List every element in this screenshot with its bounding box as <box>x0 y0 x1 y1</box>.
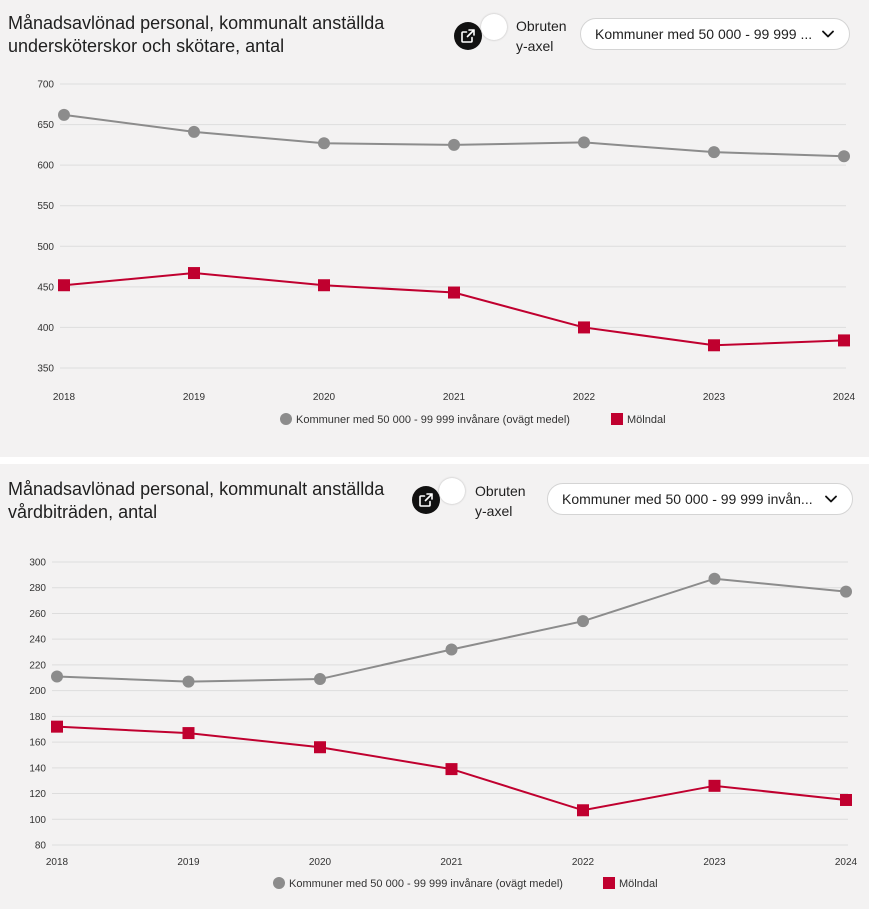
data-point[interactable] <box>838 150 850 163</box>
x-tick-label: 2022 <box>572 857 595 868</box>
data-point[interactable] <box>188 125 200 138</box>
x-tick-label: 2018 <box>46 857 69 868</box>
y-tick-label: 140 <box>29 763 46 774</box>
data-point[interactable] <box>577 615 589 628</box>
data-point[interactable] <box>314 673 326 686</box>
data-point[interactable] <box>314 741 326 754</box>
x-tick-label: 2023 <box>703 857 726 868</box>
open-external-button[interactable] <box>454 22 482 50</box>
data-point[interactable] <box>578 136 590 149</box>
y-tick-label: 120 <box>29 789 46 800</box>
legend-marker[interactable] <box>273 877 285 889</box>
y-tick-label: 450 <box>37 282 54 293</box>
data-point[interactable] <box>708 779 721 792</box>
data-point[interactable] <box>838 334 850 347</box>
chevron-down-icon <box>821 27 835 41</box>
x-tick-label: 2024 <box>835 857 858 868</box>
y-tick-label: 550 <box>37 201 54 212</box>
series-line <box>56 577 847 683</box>
series-line <box>63 272 845 347</box>
y-tick-label: 280 <box>29 583 46 594</box>
legend-label[interactable]: Mölndal <box>619 878 658 890</box>
toggle-label: Obruten y-axel <box>516 18 567 54</box>
line-chart: 80 100 120 140 160 180 200 220 240 260 280 300 2018 2… <box>29 558 858 891</box>
data-point[interactable] <box>578 321 590 334</box>
x-tick-label: 2020 <box>309 857 332 868</box>
legend-label[interactable]: Kommuner med 50 000 - 99 999 invånare (o… <box>289 878 563 890</box>
x-tick-label: 2022 <box>573 392 596 403</box>
chart-title: Månadsavlönad personal, kommunalt anstäl… <box>8 13 385 56</box>
data-point[interactable] <box>182 727 195 740</box>
x-tick-label: 2019 <box>177 857 200 868</box>
external-link-icon <box>419 493 433 507</box>
x-tick-label: 2024 <box>833 392 856 403</box>
data-point[interactable] <box>840 585 852 598</box>
line-chart: 350 400 450 500 550 600 650 700 2018 2019 2020 2021… <box>37 80 856 427</box>
y-tick-label: 160 <box>29 738 46 749</box>
y-tick-label: 80 <box>35 841 47 852</box>
x-tick-label: 2021 <box>443 392 466 403</box>
y-tick-label: 220 <box>29 660 46 671</box>
y-tick-label: 700 <box>37 80 54 91</box>
unbroken-axis-toggle[interactable] <box>439 478 465 504</box>
data-point[interactable] <box>58 279 70 292</box>
x-tick-label: 2019 <box>183 392 206 403</box>
toggle-label: Obruten y-axel <box>475 483 526 519</box>
data-point[interactable] <box>708 339 720 352</box>
chart-panel-1: Månadsavlönad personal, kommunalt anstäl… <box>0 0 869 457</box>
data-point[interactable] <box>51 670 63 683</box>
data-point[interactable] <box>51 720 63 733</box>
chart-panel-2: Månadsavlönad personal, kommunalt anstäl… <box>0 464 869 909</box>
data-point[interactable] <box>708 572 721 585</box>
x-tick-label: 2018 <box>53 392 76 403</box>
data-point[interactable] <box>577 804 589 817</box>
data-point[interactable] <box>58 108 70 121</box>
data-point[interactable] <box>448 286 460 299</box>
legend-marker[interactable] <box>603 877 615 889</box>
chart-title: Månadsavlönad personal, kommunalt anstäl… <box>8 479 385 522</box>
data-point[interactable] <box>840 793 852 806</box>
legend-marker[interactable] <box>611 413 623 425</box>
x-tick-label: 2020 <box>313 392 336 403</box>
y-tick-label: 600 <box>37 161 54 172</box>
data-point[interactable] <box>188 267 200 280</box>
data-point[interactable] <box>448 138 460 151</box>
y-tick-label: 500 <box>37 242 54 253</box>
data-point[interactable] <box>182 675 195 688</box>
chevron-down-icon <box>824 492 838 506</box>
x-tick-label: 2023 <box>703 392 726 403</box>
y-tick-label: 180 <box>29 712 46 723</box>
data-point[interactable] <box>445 643 458 656</box>
data-point[interactable] <box>708 146 720 159</box>
legend-label[interactable]: Kommuner med 50 000 - 99 999 invånare (o… <box>296 414 570 426</box>
y-tick-label: 200 <box>29 686 46 697</box>
y-tick-label: 650 <box>37 120 54 131</box>
data-point[interactable] <box>318 137 330 150</box>
y-tick-label: 100 <box>29 815 46 826</box>
y-tick-label: 400 <box>37 323 54 334</box>
y-tick-label: 300 <box>29 558 46 569</box>
data-point[interactable] <box>445 763 458 776</box>
unbroken-axis-toggle[interactable] <box>481 14 507 40</box>
y-tick-label: 260 <box>29 609 46 620</box>
y-tick-label: 240 <box>29 635 46 646</box>
legend-marker[interactable] <box>280 413 292 425</box>
external-link-icon <box>461 29 475 43</box>
comparison-select[interactable]: Kommuner med 50 000 - 99 999 ... <box>580 18 850 50</box>
data-point[interactable] <box>318 279 330 292</box>
open-external-button[interactable] <box>412 486 440 514</box>
comparison-select[interactable]: Kommuner med 50 000 - 99 999 invån... <box>547 483 853 515</box>
x-tick-label: 2021 <box>440 857 463 868</box>
legend-label[interactable]: Mölndal <box>627 414 666 426</box>
y-tick-label: 350 <box>37 364 54 375</box>
